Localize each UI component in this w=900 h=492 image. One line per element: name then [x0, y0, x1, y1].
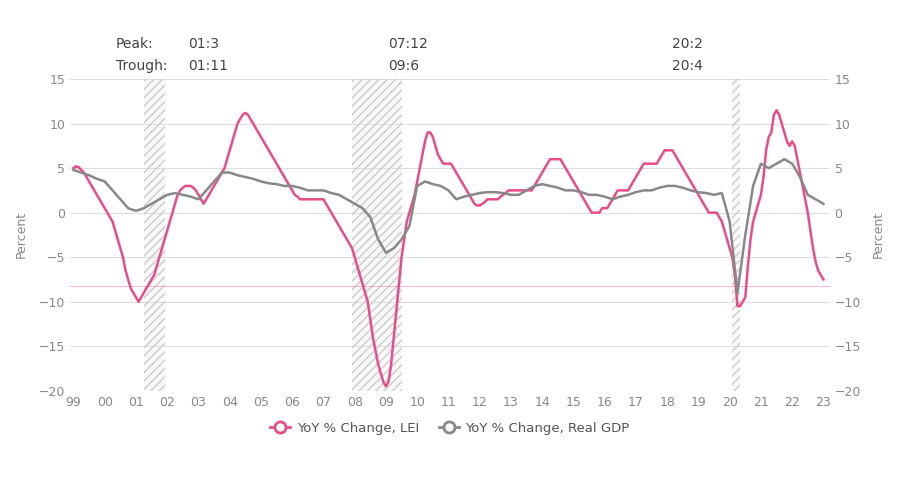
Bar — [144, 79, 165, 391]
Text: 07:12: 07:12 — [388, 37, 427, 51]
Text: 20:2: 20:2 — [672, 37, 704, 51]
Bar — [352, 79, 401, 391]
Y-axis label: Percent: Percent — [15, 212, 28, 258]
Text: Trough:: Trough: — [116, 59, 167, 73]
Bar — [733, 79, 740, 391]
Bar — [352, 79, 401, 391]
Legend: YoY % Change, LEI, YoY % Change, Real GDP: YoY % Change, LEI, YoY % Change, Real GD… — [266, 417, 634, 440]
Bar — [144, 79, 165, 391]
Text: 09:6: 09:6 — [388, 59, 418, 73]
Bar — [733, 79, 740, 391]
Y-axis label: Percent: Percent — [872, 212, 885, 258]
Text: 01:11: 01:11 — [188, 59, 228, 73]
Text: 20:4: 20:4 — [672, 59, 704, 73]
Text: Peak:: Peak: — [116, 37, 154, 51]
Text: 01:3: 01:3 — [188, 37, 219, 51]
